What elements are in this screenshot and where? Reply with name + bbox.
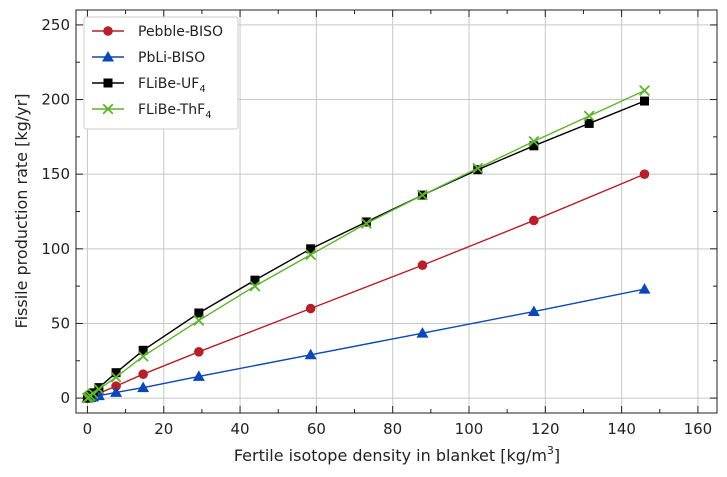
legend-marker <box>103 78 113 88</box>
x-tick-label: 60 <box>307 420 326 438</box>
legend-label: FLiBe-ThF4 <box>138 102 212 121</box>
x-tick-label: 160 <box>684 420 713 438</box>
data-point <box>138 369 148 379</box>
grid <box>76 10 717 413</box>
y-tick-label: 50 <box>51 314 70 332</box>
x-tick-label: 40 <box>231 420 250 438</box>
data-point <box>639 169 650 179</box>
data-point <box>639 85 650 97</box>
legend-marker <box>102 51 114 62</box>
data-point <box>249 280 261 292</box>
legend-items: Pebble-BISO PbLi-BISO FLiBe-UF4 FLiBe-ThF4 <box>92 24 223 121</box>
data-point <box>111 368 121 378</box>
data-point <box>193 315 205 326</box>
data-point <box>304 348 317 360</box>
data-point <box>305 303 316 314</box>
y-axis-title: Fissile production rate [kg/yr] <box>12 94 31 329</box>
data-point <box>472 162 484 174</box>
y-tick-label: 150 <box>41 165 70 183</box>
data-point <box>638 283 651 294</box>
legend: Pebble-BISO PbLi-BISO FLiBe-UF4 FLiBe-ThF4 <box>83 16 239 130</box>
data-point <box>93 383 105 395</box>
data-point <box>138 345 148 355</box>
data-point <box>640 96 650 106</box>
data-point <box>194 308 204 318</box>
data-point <box>194 347 204 357</box>
data-point <box>584 118 594 128</box>
data-point <box>137 381 150 393</box>
data-point <box>94 383 104 393</box>
series-4 <box>82 85 650 404</box>
y-tick-label: 250 <box>41 16 70 34</box>
data-point <box>529 141 539 151</box>
data-point <box>110 386 123 397</box>
legend-item: Pebble-BISO <box>92 24 223 40</box>
ticks: 0 20 40 60 80 100 120 140 160 0 50 100 150 200 250 <box>41 10 717 438</box>
x-tick-label: 80 <box>383 420 402 438</box>
data-point <box>192 370 205 381</box>
legend-label: PbLi-BISO <box>138 50 205 66</box>
data-point <box>110 371 122 383</box>
data-point <box>416 327 429 338</box>
legend-item: PbLi-BISO <box>92 50 205 66</box>
data-point <box>417 189 428 201</box>
data-point <box>305 249 317 261</box>
x-tick-label: 120 <box>531 420 560 438</box>
data-point <box>583 110 595 122</box>
legend-label: FLiBe-UF4 <box>138 76 206 95</box>
data-point <box>137 350 149 362</box>
data-point <box>528 135 540 147</box>
legend-label: Pebble-BISO <box>138 24 223 40</box>
x-tick-label: 0 <box>83 420 93 438</box>
legend-item: FLiBe-ThF4 <box>92 102 212 121</box>
y-tick-label: 0 <box>60 389 70 407</box>
plot-frame <box>75 9 718 414</box>
data-point <box>111 381 121 391</box>
y-tick-label: 200 <box>41 91 70 109</box>
x-tick-label: 20 <box>154 420 173 438</box>
data-point <box>250 275 260 285</box>
legend-item: FLiBe-UF4 <box>92 76 206 95</box>
legend-box <box>83 16 239 130</box>
data-point <box>361 217 371 227</box>
x-tick-label: 140 <box>607 420 636 438</box>
legend-marker <box>102 103 114 115</box>
legend-marker <box>103 26 113 36</box>
data-point <box>473 165 483 175</box>
data-point <box>360 218 372 229</box>
data-point <box>417 260 428 271</box>
data-point <box>527 305 540 317</box>
data-point <box>306 244 316 254</box>
y-tick-label: 100 <box>41 240 70 258</box>
data-point <box>529 215 539 226</box>
x-tick-label: 100 <box>455 420 484 438</box>
x-axis-title: Fertile isotope density in blanket [kg/m… <box>234 444 560 465</box>
series-group <box>81 85 651 404</box>
